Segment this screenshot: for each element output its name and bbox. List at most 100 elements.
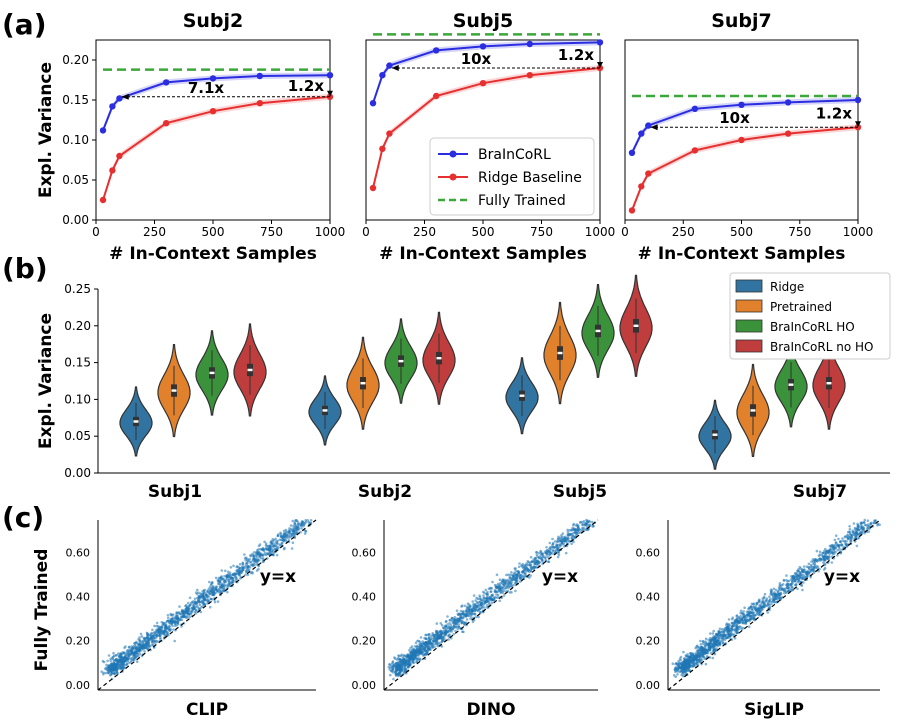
scatter-point [459,615,462,618]
scatter-point [564,551,568,555]
scatter-point [134,656,138,659]
scatter-point [688,652,692,655]
scatter-point [745,613,749,616]
scatter-point [278,543,282,546]
scatter-point [776,590,780,593]
scatter-point [684,660,688,663]
scatter-point [227,579,230,583]
scatter-point [397,654,401,658]
scatter-point [209,597,213,601]
scatter-point [801,577,805,580]
scatter-point [283,538,287,542]
legend-box [729,272,891,360]
scatter-point [401,661,405,665]
scatter-point [731,617,734,621]
group-label: Subj5 [553,482,607,502]
scatter-point [848,527,852,531]
scatter-point [484,599,488,603]
y-tick-label: 0.05 [64,429,91,443]
scatter-point [496,590,499,594]
scatter-point [482,590,485,594]
scatter-point [518,562,521,565]
scatter-point [851,529,854,532]
scatter-point [106,665,109,669]
scatter-point [116,663,120,667]
brain-point [433,47,440,54]
scatter-point [510,591,513,594]
scatter-point [511,574,514,577]
scatter-point [721,636,724,639]
scatter-point [723,630,726,633]
scatter-point [137,638,140,641]
scatter-point [201,602,205,605]
ridge-point [163,120,170,127]
scatter-point [709,639,712,643]
scatter-point [471,600,475,603]
scatter-point [560,535,564,539]
scatter-point [172,628,175,631]
scatter-point [134,640,138,644]
scatter-point [446,615,449,618]
scatter-point [482,594,485,597]
scatter-point [436,640,439,644]
scatter-point [469,617,472,620]
scatter-point [100,670,103,673]
scatter-point [249,560,253,564]
scatter-point [460,621,463,625]
scatter-point [682,650,685,654]
scatter-point [729,633,733,636]
scatter-point [264,542,268,545]
scatter-point [768,595,771,598]
scatter-point [863,521,866,524]
scatter-point [265,544,269,548]
scatter-point [446,623,449,626]
scatter-point [688,663,691,666]
scatter-point [694,652,697,655]
scatter-point [727,618,731,621]
scatter-point [704,645,707,648]
scatter-point [768,606,771,609]
scatter-point [797,570,801,573]
scatter-point [675,662,678,665]
scatter-point [773,596,776,600]
scatter-point [736,620,739,623]
scatter-point [826,556,829,560]
scatter-point [293,522,297,525]
scatter-point [823,559,827,562]
scatter-point [120,653,124,656]
scatter-point [448,626,451,630]
scatter-point [714,649,718,652]
scatter-point [431,632,435,635]
scatter-point [107,671,111,675]
scatter-point [821,551,825,555]
scatter-point [551,541,555,545]
scatter-point [755,601,758,605]
scatter-point [216,600,220,603]
scatter-point [131,658,134,662]
scatter-point [476,605,479,608]
scatter-point [563,537,567,540]
scatter-point [162,623,165,626]
scatter-point [708,648,712,652]
scatter-point [433,645,436,649]
scatter-point [697,655,701,659]
scatter-point [452,626,456,630]
scatter-point [674,667,677,670]
scatter-point [730,638,734,641]
scatter-point [528,561,532,565]
scatter-point [246,573,250,577]
scatter-point [244,562,248,565]
ridge-point [638,183,645,190]
scatter-point [837,537,840,541]
scatter-point [585,523,588,526]
brain-point [209,75,217,82]
scatter-point [240,569,244,573]
scatter-point [231,581,234,585]
scatter-point [747,625,751,628]
scatter-point [580,528,584,531]
scatter-point [293,530,297,533]
scatter-point [184,603,188,607]
scatter-point [539,549,542,553]
scatter-point [510,584,513,588]
scatter-point [259,552,263,555]
